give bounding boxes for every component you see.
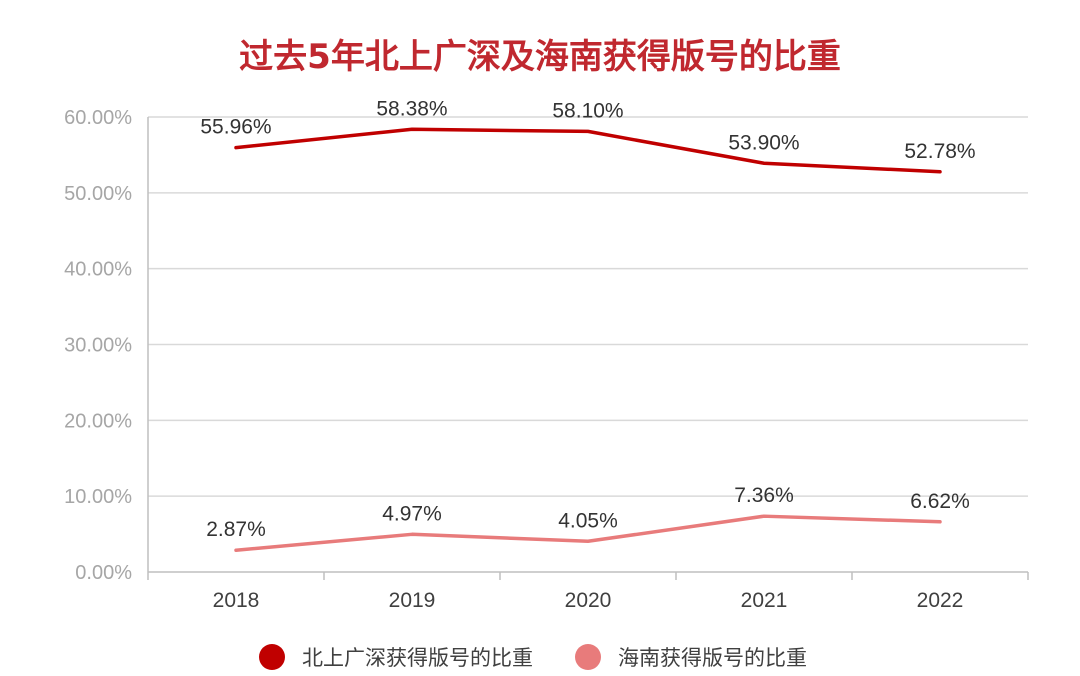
legend-label: 海南获得版号的比重	[618, 646, 807, 670]
data-label: 4.97%	[382, 502, 442, 525]
axes: 0.00% 10.00% 20.00% 30.00% 40.00% 50.00% 60.00…	[64, 107, 1029, 612]
data-label: 2.87%	[206, 518, 266, 541]
y-tick-label: 40.00%	[64, 259, 132, 281]
x-tick-label: 2018	[213, 589, 260, 612]
data-label: 58.10%	[552, 99, 623, 122]
y-tick-label: 0.00%	[75, 562, 132, 584]
data-label: 7.36%	[734, 484, 794, 507]
x-tick-label: 2021	[741, 589, 788, 612]
chart-title: 过去5年北上广深及海南获得版号的比重	[239, 37, 841, 77]
legend-marker	[259, 644, 285, 670]
y-tick-label: 30.00%	[64, 335, 132, 357]
data-label: 53.90%	[728, 131, 799, 154]
y-tick-label: 60.00%	[64, 107, 132, 129]
data-label: 4.05%	[558, 509, 618, 532]
data-label: 52.78%	[904, 140, 975, 163]
gridlines	[148, 116, 1028, 497]
data-label: 55.96%	[200, 116, 271, 139]
data-label: 58.38%	[376, 97, 447, 120]
legend-label: 北上广深获得版号的比重	[302, 646, 533, 670]
x-tick-label: 2019	[389, 589, 436, 612]
legend-marker	[575, 644, 601, 670]
x-tick-label: 2020	[565, 589, 612, 612]
series-lines	[234, 127, 942, 552]
x-tick-label: 2022	[917, 589, 964, 612]
data-labels: 55.96% 58.38% 58.10% 53.90% 52.78% 2.87% 4.97%…	[200, 97, 975, 541]
y-tick-label: 10.00%	[64, 486, 132, 508]
series-line-1	[234, 514, 942, 552]
series-line-0	[234, 127, 942, 174]
legend: 北上广深获得版号的比重 海南获得版号的比重	[259, 644, 807, 670]
data-label: 6.62%	[910, 490, 970, 513]
y-tick-label: 50.00%	[64, 183, 132, 205]
y-tick-label: 20.00%	[64, 410, 132, 432]
